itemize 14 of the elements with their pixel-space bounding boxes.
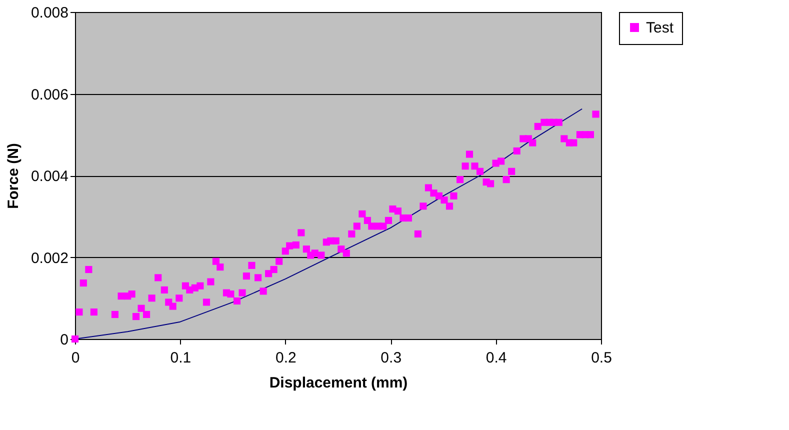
x-tick-label: 0.5 <box>591 350 612 366</box>
x-tick-label: 0 <box>71 350 80 366</box>
y-axis-title: Force (N) <box>4 143 22 209</box>
y-tick-label: 0.004 <box>30 168 68 185</box>
x-tick-label: 0.2 <box>275 350 296 366</box>
y-tick-label: 0 <box>60 332 68 348</box>
x-axis-title: Displacement (mm) <box>269 374 408 392</box>
y-tick-label: 0.002 <box>30 250 68 267</box>
y-tick-label: 0.008 <box>30 4 68 22</box>
y-tick-label: 0.006 <box>30 86 68 104</box>
x-tick-label: 0.4 <box>486 350 507 366</box>
legend-label: Test <box>646 20 674 36</box>
x-tick-label: 0.1 <box>170 350 192 366</box>
x-tick-label: 0.3 <box>380 350 402 366</box>
